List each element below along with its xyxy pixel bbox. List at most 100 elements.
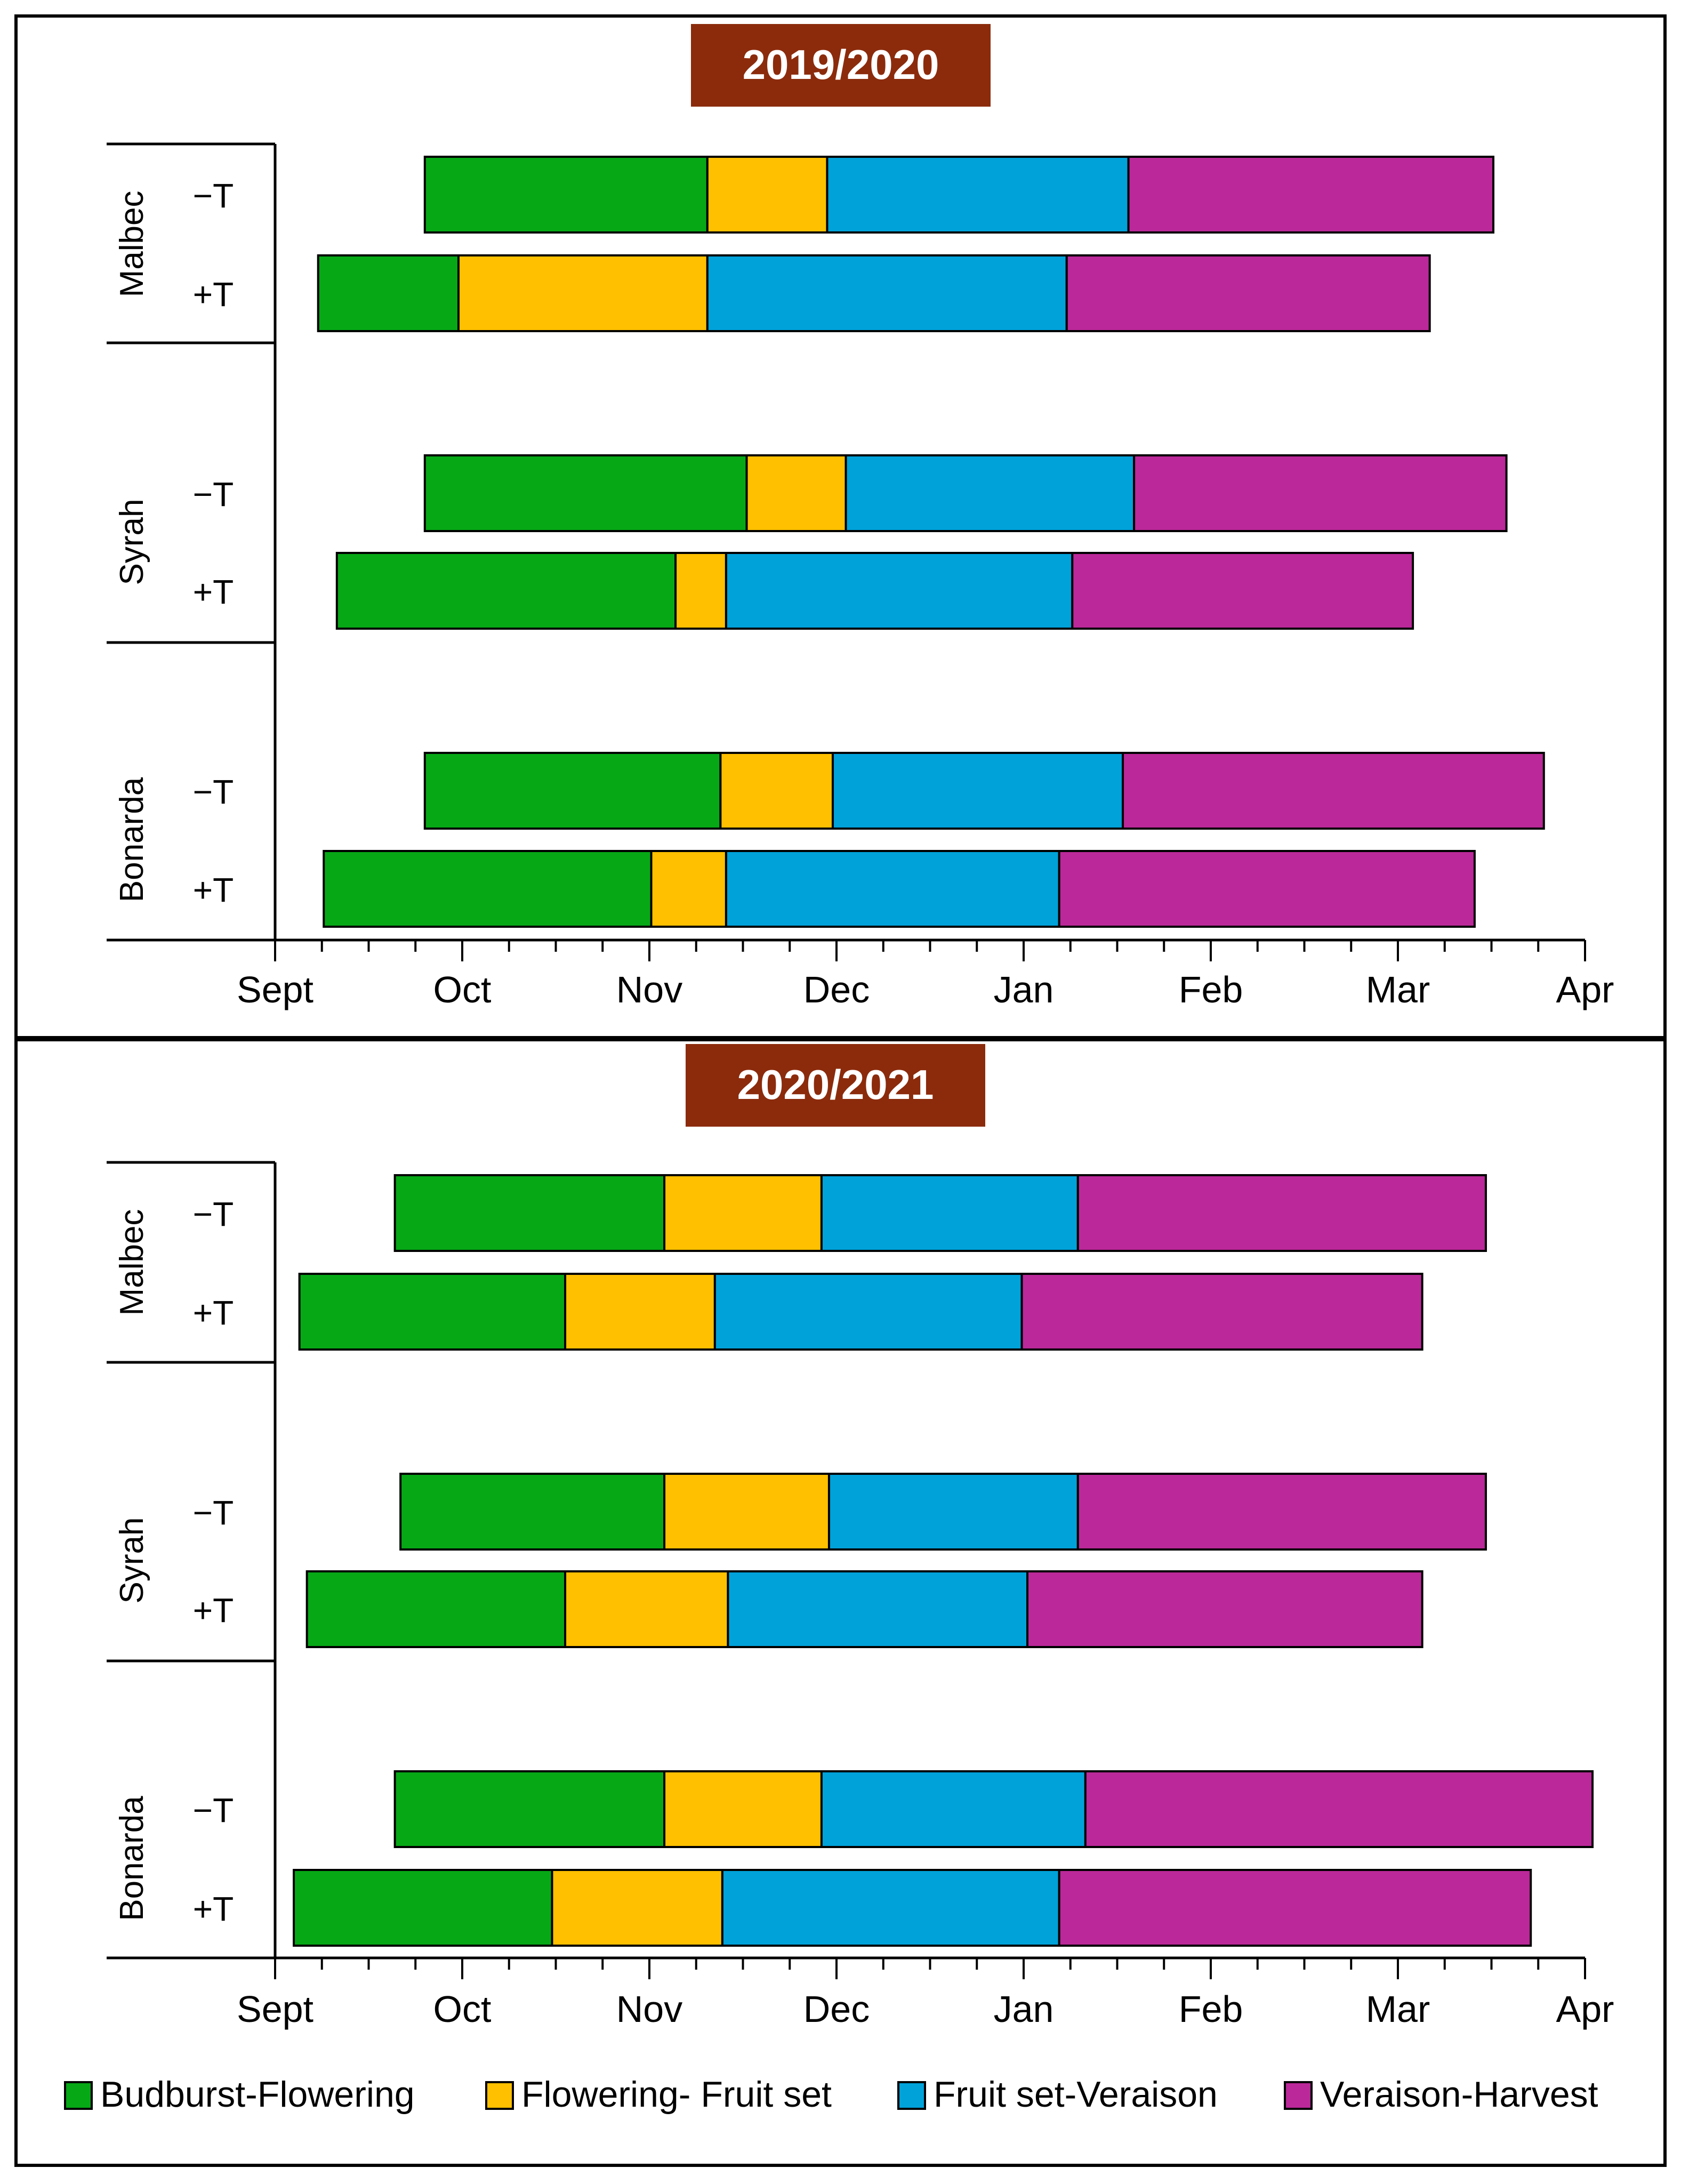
bar-segment-veraison-harvest: [1076, 1473, 1487, 1551]
bar-segment-veraison-harvest: [1084, 1770, 1594, 1848]
panel-title: 2020/2021: [737, 1061, 934, 1108]
bar-segment-flowering-fruit-set: [650, 850, 727, 928]
legend-label: Budburst-Flowering: [100, 2074, 415, 2115]
bar-segment-fruit-set-veraison: [706, 254, 1068, 332]
group-label: Malbec: [114, 1209, 150, 1316]
row-label: −T: [193, 176, 234, 215]
bar-segment-veraison-harvest: [1058, 850, 1476, 928]
legend-swatch: [1284, 2081, 1313, 2110]
bar-segment-veraison-harvest: [1076, 1174, 1487, 1252]
bar-segment-veraison-harvest: [1065, 254, 1431, 332]
bar-segment-budburst-flowering: [393, 1770, 666, 1848]
legend-label: Fruit set-Veraison: [934, 2074, 1218, 2115]
bars-group: [317, 156, 1545, 928]
x-tick-label: Nov: [616, 969, 682, 1010]
panel-2019-2020: 2019/2020 Sept Oct Nov Dec Jan Feb Mar Apr Malbe…: [107, 24, 1614, 1010]
bar-segment-budburst-flowering: [298, 1273, 567, 1351]
group-label: Malbec: [114, 191, 150, 298]
x-tick-label: Jan: [994, 969, 1054, 1010]
bar-segment-fruit-set-veraison: [831, 752, 1124, 830]
x-tick-label: Apr: [1556, 1988, 1614, 2030]
bar-segment-fruit-set-veraison: [725, 850, 1060, 928]
bar-segment-flowering-fruit-set: [564, 1570, 729, 1648]
group-label: Syrah: [114, 1517, 150, 1604]
bar-segment-veraison-harvest: [1133, 454, 1508, 532]
row-label: +T: [193, 1294, 234, 1332]
bar-segment-flowering-fruit-set: [663, 1770, 823, 1848]
bar-segment-fruit-set-veraison: [826, 156, 1130, 234]
bar-segment-veraison-harvest: [1026, 1570, 1423, 1648]
bars-group: [293, 1174, 1594, 1947]
x-tick-label: Feb: [1179, 1988, 1243, 2030]
panel-title-box: [686, 1044, 985, 1127]
bar-segment-budburst-flowering: [423, 454, 748, 532]
x-tick-label: Dec: [803, 969, 870, 1010]
bar-segment-fruit-set-veraison: [721, 1869, 1060, 1947]
row-label: +T: [193, 1591, 234, 1629]
row-label: +T: [193, 871, 234, 909]
bar-segment-fruit-set-veraison: [713, 1273, 1023, 1351]
bar-segment-fruit-set-veraison: [727, 1570, 1029, 1648]
legend-label: Veraison-Harvest: [1320, 2074, 1598, 2115]
panel-title: 2019/2020: [743, 41, 939, 88]
group-label: Syrah: [114, 499, 150, 585]
bar-segment-budburst-flowering: [423, 752, 722, 830]
row-label: −T: [193, 1195, 234, 1233]
legend-swatch: [897, 2081, 926, 2110]
bar-segment-flowering-fruit-set: [551, 1869, 723, 1947]
panel-title-box: [691, 24, 991, 107]
bar-segment-budburst-flowering: [293, 1869, 553, 1947]
bar-segment-budburst-flowering: [399, 1473, 666, 1551]
bar-segment-flowering-fruit-set: [745, 454, 847, 532]
bar-segment-flowering-fruit-set: [663, 1473, 830, 1551]
bar-segment-budburst-flowering: [323, 850, 653, 928]
bar-segment-fruit-set-veraison: [827, 1473, 1079, 1551]
panel-2020-2021: 2020/2021 Sept Oct Nov Dec Jan Feb Mar Apr Malbe…: [107, 1044, 1614, 2030]
x-tick-label: Mar: [1366, 969, 1430, 1010]
bar-segment-budburst-flowering: [393, 1174, 666, 1252]
x-tick-label: Sept: [237, 969, 313, 1010]
legend-swatch: [64, 2081, 93, 2110]
x-tick-label: Mar: [1366, 1988, 1430, 2030]
axes-group: Sept Oct Nov Dec Jan Feb Mar Apr Malbec −T +T Syrah…: [107, 1161, 1614, 2030]
x-tick-label: Sept: [237, 1988, 313, 2030]
bar-segment-veraison-harvest: [1122, 752, 1545, 830]
bar-segment-fruit-set-veraison: [844, 454, 1136, 532]
bar-segment-flowering-fruit-set: [457, 254, 709, 332]
axes-group: Sept Oct Nov Dec Jan Feb Mar Apr Malbec −T +T Syrah…: [107, 142, 1614, 1010]
x-tick-label: Dec: [803, 1988, 870, 2030]
bar-segment-flowering-fruit-set: [663, 1174, 823, 1252]
bar-segment-fruit-set-veraison: [820, 1174, 1079, 1252]
legend: Budburst-Flowering Flowering- Fruit set Fr…: [64, 2074, 1598, 2115]
row-label: +T: [193, 275, 234, 314]
row-label: −T: [193, 1791, 234, 1829]
row-label: +T: [193, 573, 234, 611]
row-label: −T: [193, 773, 234, 811]
legend-label: Flowering- Fruit set: [521, 2074, 832, 2115]
bar-segment-fruit-set-veraison: [820, 1770, 1087, 1848]
bar-segment-budburst-flowering: [305, 1570, 567, 1648]
bar-segment-veraison-harvest: [1058, 1869, 1532, 1947]
group-label: Bonarda: [114, 777, 150, 902]
row-label: −T: [193, 475, 234, 513]
bar-segment-veraison-harvest: [1127, 156, 1495, 234]
legend-swatch: [485, 2081, 514, 2110]
bar-segment-flowering-fruit-set: [719, 752, 834, 830]
x-tick-label: Oct: [433, 1988, 492, 2030]
row-label: +T: [193, 1890, 234, 1928]
x-tick-label: Nov: [616, 1988, 682, 2030]
row-label: −T: [193, 1494, 234, 1532]
x-tick-label: Jan: [994, 1988, 1054, 2030]
bar-segment-flowering-fruit-set: [706, 156, 829, 234]
bar-segment-budburst-flowering: [317, 254, 460, 332]
bar-segment-veraison-harvest: [1071, 552, 1414, 630]
bar-segment-flowering-fruit-set: [564, 1273, 716, 1351]
x-tick-label: Apr: [1556, 969, 1614, 1010]
x-tick-label: Oct: [433, 969, 492, 1010]
bar-segment-budburst-flowering: [423, 156, 709, 234]
x-tick-label: Feb: [1179, 969, 1243, 1010]
bar-segment-budburst-flowering: [335, 552, 677, 630]
group-label: Bonarda: [114, 1796, 150, 1921]
